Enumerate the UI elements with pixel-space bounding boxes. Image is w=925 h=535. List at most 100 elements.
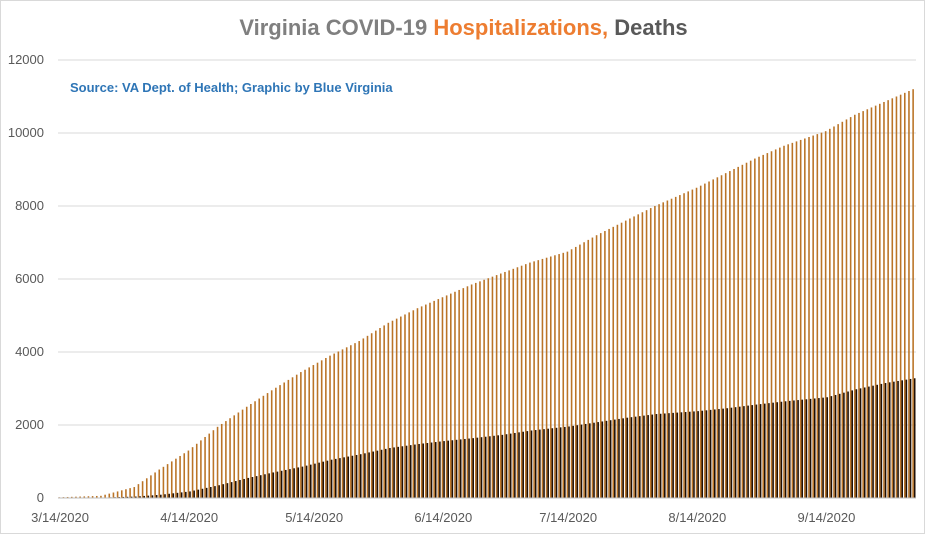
death-bar [380, 449, 383, 498]
death-bar [530, 430, 533, 498]
death-bar [859, 388, 862, 498]
hospitalization-bar [475, 282, 477, 498]
hospitalization-bar [120, 490, 123, 498]
death-bar [339, 458, 341, 498]
death-bar [772, 402, 774, 498]
death-bar [851, 390, 854, 498]
death-bar [476, 437, 479, 498]
hospitalization-bar [175, 458, 177, 498]
death-bar [505, 434, 508, 498]
hospitalization-bar [212, 430, 215, 498]
hospitalization-bar [854, 114, 856, 498]
death-bar [609, 420, 612, 498]
hospitalization-bar [441, 297, 444, 498]
death-bar [247, 477, 250, 498]
death-bar [139, 496, 141, 498]
death-bar [880, 383, 883, 498]
death-bar [414, 444, 416, 498]
death-bar [309, 464, 312, 498]
hospitalization-bar [233, 415, 236, 498]
hospitalization-bar [283, 382, 285, 498]
hospitalization-bar [816, 134, 819, 498]
death-bar [251, 477, 254, 498]
hospitalization-bar [425, 304, 427, 498]
death-bar [747, 405, 749, 498]
death-bar [738, 406, 741, 498]
hospitalization-bar [66, 496, 69, 498]
hospitalization-bar [387, 322, 390, 498]
hospitalization-bar [137, 484, 140, 498]
death-bar [314, 463, 316, 498]
death-bar [705, 410, 708, 498]
hospitalization-bar [620, 222, 623, 498]
hospitalization-bar [433, 300, 435, 498]
death-bar [780, 401, 783, 498]
hospitalization-bar [737, 166, 739, 498]
hospitalization-bar [337, 351, 340, 498]
death-bar [784, 401, 787, 498]
gridlines [58, 59, 916, 426]
death-bar [497, 435, 499, 498]
hospitalization-bar [150, 475, 152, 498]
death-bar [480, 437, 483, 498]
death-bar [680, 412, 683, 498]
death-bar [285, 469, 287, 498]
hospitalization-bar [762, 154, 764, 498]
death-bar [801, 399, 804, 498]
death-bar [730, 407, 733, 498]
hospitalization-bar [741, 164, 744, 498]
death-bar [135, 496, 137, 498]
hospitalization-bar [295, 374, 298, 498]
death-bar [659, 413, 662, 498]
hospitalization-bar [745, 162, 748, 498]
hospitalization-bar [770, 151, 773, 498]
death-bar [589, 423, 591, 498]
death-bar [701, 410, 704, 498]
death-bar [189, 491, 191, 498]
death-bar [543, 429, 545, 498]
hospitalization-bar [270, 390, 273, 498]
hospitalization-bar [845, 119, 848, 498]
hospitalization-bar [670, 198, 673, 498]
hospitalization-bar [454, 291, 456, 498]
hospitalization-bar [354, 343, 356, 498]
hospitalization-bar [833, 126, 835, 498]
death-bar [622, 418, 624, 498]
hospitalization-bar [450, 293, 452, 498]
hospitalization-bar [383, 325, 385, 498]
death-bar [572, 425, 574, 498]
hospitalization-bar [820, 132, 823, 498]
death-bar [272, 472, 275, 498]
y-tick-label: 6000 [15, 271, 44, 286]
death-bar [901, 380, 903, 498]
death-bar [805, 399, 808, 498]
hospitalization-bar [645, 210, 648, 499]
hospitalization-bar [720, 175, 723, 499]
hospitalization-bar [95, 495, 98, 498]
hospitalization-bar [195, 443, 198, 498]
death-bar [289, 469, 291, 498]
death-bar [755, 404, 758, 498]
hospitalization-bar [262, 395, 265, 498]
hospitalization-bar [287, 379, 290, 498]
y-tick-label: 0 [37, 490, 44, 505]
hospitalization-bar [804, 138, 806, 499]
hospitalization-bar [691, 189, 694, 498]
hospitalization-bar [537, 260, 540, 498]
death-bar [468, 438, 470, 498]
x-tick-label: 4/14/2020 [160, 510, 218, 525]
death-bar [522, 431, 524, 498]
death-bar [564, 426, 566, 498]
hospitalization-bar [108, 493, 111, 498]
death-bar [214, 486, 216, 498]
hospitalization-bar [391, 320, 394, 498]
hospitalization-bar [275, 387, 277, 498]
hospitalization-bar [641, 212, 644, 498]
death-bar [343, 457, 345, 498]
death-bar [180, 492, 183, 498]
death-bar [788, 400, 791, 498]
hospitalization-bar [412, 310, 415, 498]
hospitalization-bar [587, 239, 590, 498]
hospitalization-bar [266, 393, 269, 498]
hospitalization-bar [858, 112, 860, 499]
